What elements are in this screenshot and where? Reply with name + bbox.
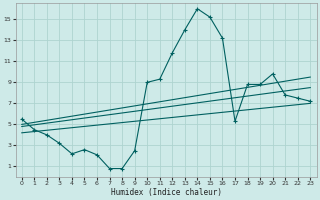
X-axis label: Humidex (Indice chaleur): Humidex (Indice chaleur) (110, 188, 221, 197)
